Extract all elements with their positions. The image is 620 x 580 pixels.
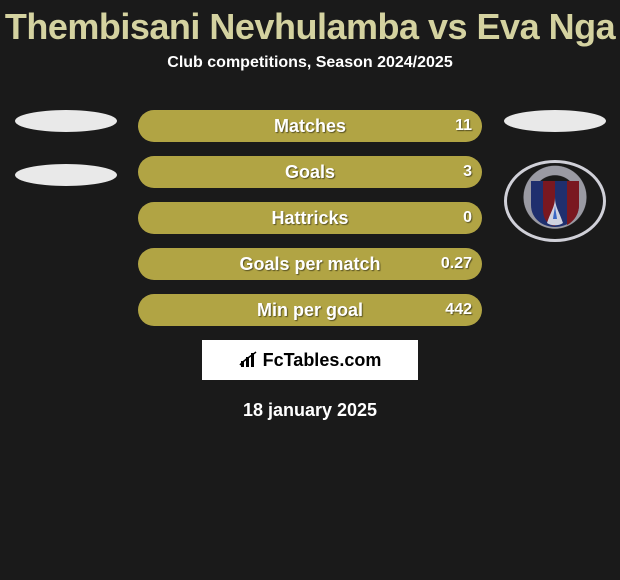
stat-value-right: 11 xyxy=(455,110,472,142)
stat-label: Hattricks xyxy=(138,202,482,234)
stat-label: Goals xyxy=(138,156,482,188)
page-subtitle: Club competitions, Season 2024/2025 xyxy=(0,54,620,72)
comparison-infographic: Thembisani Nevhulamba vs Eva Nga Club co… xyxy=(0,0,620,580)
stat-label: Goals per match xyxy=(138,248,482,280)
stat-label: Min per goal xyxy=(138,294,482,326)
stats-area: Matches11 Goals3 Hattricks0 Goals per match… xyxy=(0,110,620,326)
placeholder-logo-icon xyxy=(15,110,117,132)
stat-row: Min per goal442 xyxy=(138,294,482,326)
right-club-logos xyxy=(497,110,612,242)
stat-value-right: 0 xyxy=(463,202,472,234)
placeholder-logo-icon xyxy=(504,110,606,132)
stat-label: Matches xyxy=(138,110,482,142)
stat-row: Goals3 xyxy=(138,156,482,188)
stat-value-right: 0.27 xyxy=(441,248,472,280)
club-badge-shield-icon xyxy=(527,179,583,229)
placeholder-logo-icon xyxy=(15,164,117,186)
bar-chart-icon xyxy=(239,351,261,369)
stat-row: Matches11 xyxy=(138,110,482,142)
stat-row: Hattricks0 xyxy=(138,202,482,234)
stat-bars: Matches11 Goals3 Hattricks0 Goals per match… xyxy=(138,110,482,326)
date-label: 18 january 2025 xyxy=(0,400,620,421)
stat-value-right: 3 xyxy=(463,156,472,188)
watermark-text: FcTables.com xyxy=(263,350,382,371)
page-title: Thembisani Nevhulamba vs Eva Nga xyxy=(0,0,620,48)
stat-value-right: 442 xyxy=(445,294,472,326)
left-club-logos xyxy=(8,110,123,186)
club-badge-chippa xyxy=(504,160,606,242)
watermark: FcTables.com xyxy=(202,340,418,380)
stat-row: Goals per match0.27 xyxy=(138,248,482,280)
